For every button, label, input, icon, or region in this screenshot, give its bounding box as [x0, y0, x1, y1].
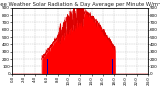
Title: Milwaukee Weather Solar Radiation & Day Average per Minute W/m² (Today): Milwaukee Weather Solar Radiation & Day …: [0, 2, 160, 7]
